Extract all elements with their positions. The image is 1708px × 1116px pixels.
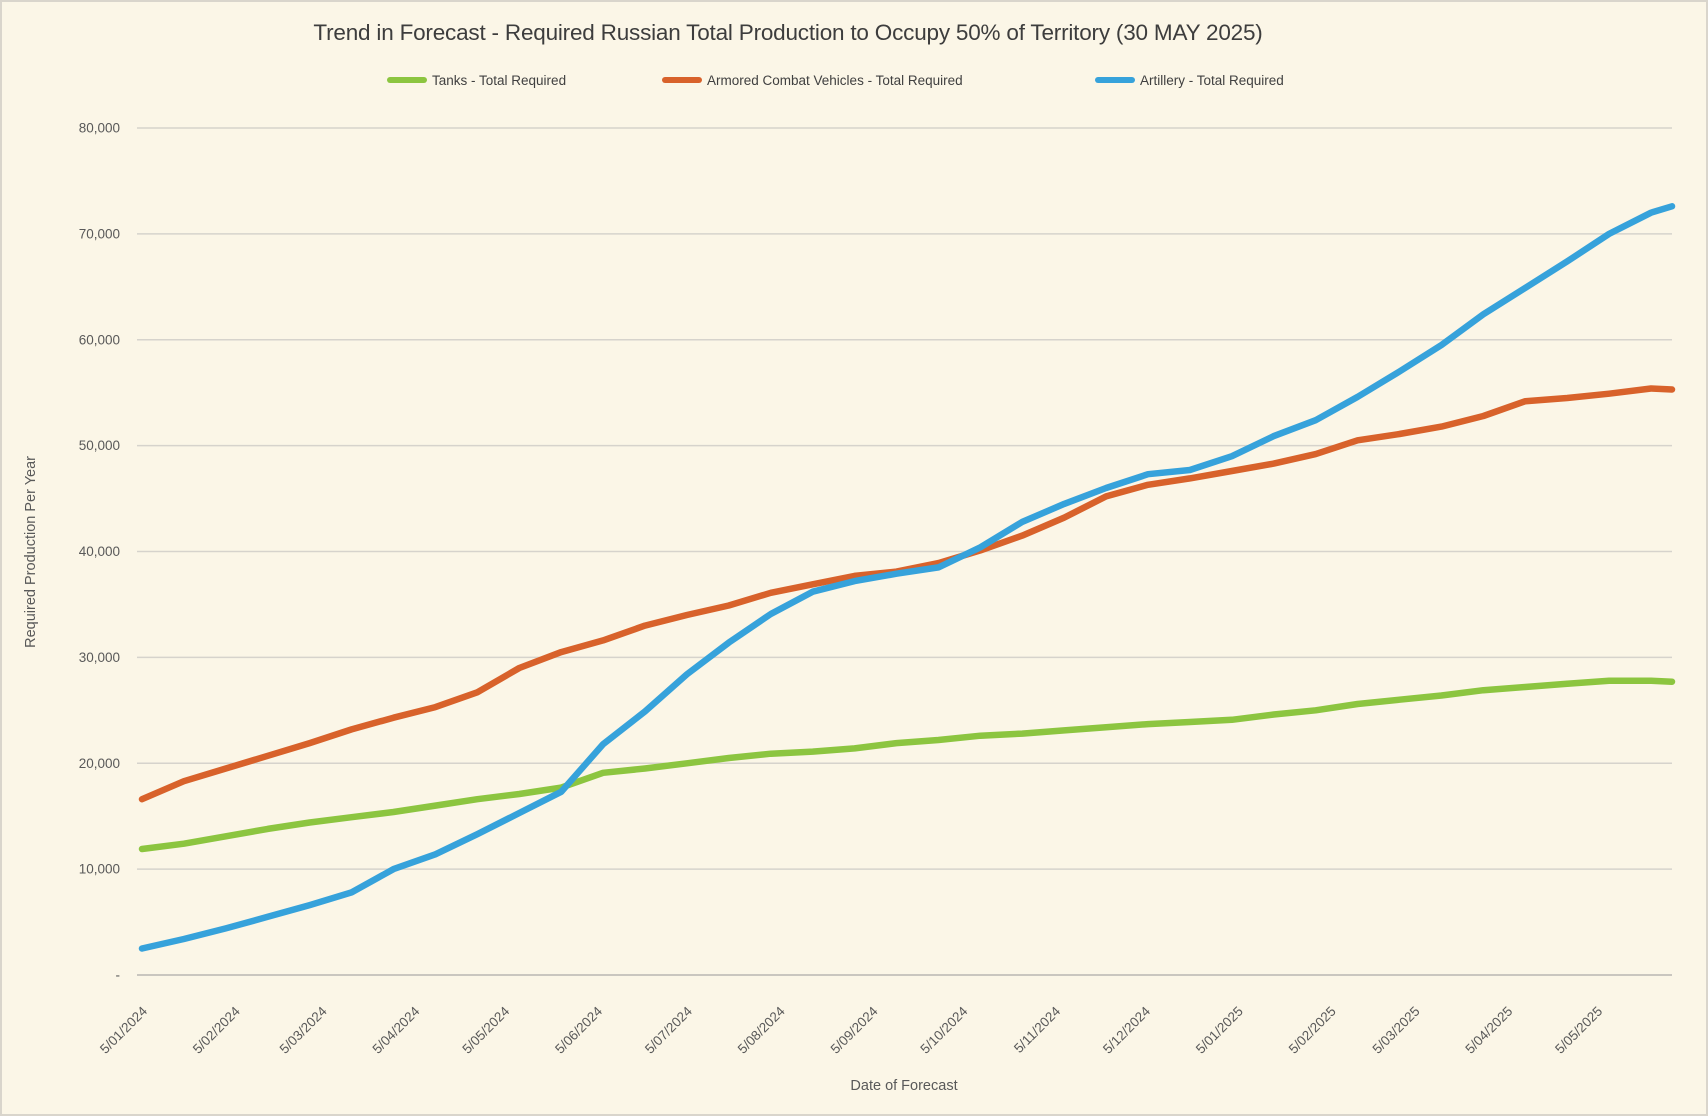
x-tick-label: 5/09/2024 — [828, 1003, 881, 1056]
legend-swatch-tanks — [387, 77, 427, 83]
x-tick-label: 5/03/2025 — [1370, 1004, 1423, 1057]
chart-title: Trend in Forecast - Required Russian Tot… — [313, 20, 1263, 45]
series-line-armored[interactable] — [138, 385, 1676, 803]
y-tick-label: 20,000 — [79, 756, 120, 771]
x-tick-label: 5/04/2024 — [370, 1003, 423, 1056]
x-axis-title: Date of Forecast — [850, 1078, 958, 1094]
legend-item-tanks[interactable]: Tanks - Total Required — [387, 72, 566, 88]
x-tick-label: 5/12/2024 — [1100, 1003, 1153, 1056]
legend-label-artillery: Artillery - Total Required — [1140, 72, 1284, 88]
x-tick-label: 5/02/2024 — [190, 1003, 243, 1056]
y-axis-title-strip: Required Production Per Year — [2, 128, 60, 975]
y-tick-label: 30,000 — [79, 650, 120, 665]
legend-label-tanks: Tanks - Total Required — [432, 72, 567, 88]
x-tick-label: 5/11/2024 — [1011, 1003, 1064, 1056]
legend-label-armored-combat-vehicles: Armored Combat Vehicles - Total Required — [707, 72, 963, 88]
legend-item-armored-combat-vehicles[interactable]: Armored Combat Vehicles - Total Required — [662, 72, 963, 88]
x-tick-label: 5/02/2025 — [1286, 1004, 1339, 1057]
series-line-artillery[interactable] — [138, 203, 1676, 952]
legend-swatch-armored-combat-vehicles — [662, 77, 702, 83]
x-tick-label: 5/05/2024 — [459, 1003, 512, 1056]
legend-item-artillery[interactable]: Artillery - Total Required — [1095, 72, 1284, 88]
x-tick-label: 5/03/2024 — [277, 1003, 330, 1056]
x-tick-label: 5/07/2024 — [642, 1003, 695, 1056]
x-tick-label: 5/10/2024 — [917, 1003, 970, 1056]
y-tick-label: 50,000 — [79, 438, 120, 453]
y-tick-label: 60,000 — [79, 332, 120, 347]
x-tick-label: 5/01/2024 — [97, 1003, 150, 1056]
x-tick-label: 5/01/2025 — [1193, 1004, 1246, 1057]
x-tick-label: 5/08/2024 — [735, 1003, 788, 1056]
y-tick-label: - — [116, 968, 121, 983]
y-tick-label: 80,000 — [79, 121, 120, 136]
y-tick-label: 40,000 — [79, 544, 120, 559]
y-axis-title: Required Production Per Year — [23, 455, 39, 648]
y-tick-label: 70,000 — [79, 226, 120, 241]
x-tick-label: 5/06/2024 — [552, 1003, 605, 1056]
x-tick-label: 5/05/2025 — [1552, 1004, 1605, 1057]
legend-swatch-artillery — [1095, 77, 1135, 83]
x-tick-label: 5/04/2025 — [1462, 1004, 1515, 1057]
y-tick-label: 10,000 — [79, 862, 120, 877]
series-line-tanks[interactable] — [138, 677, 1676, 853]
